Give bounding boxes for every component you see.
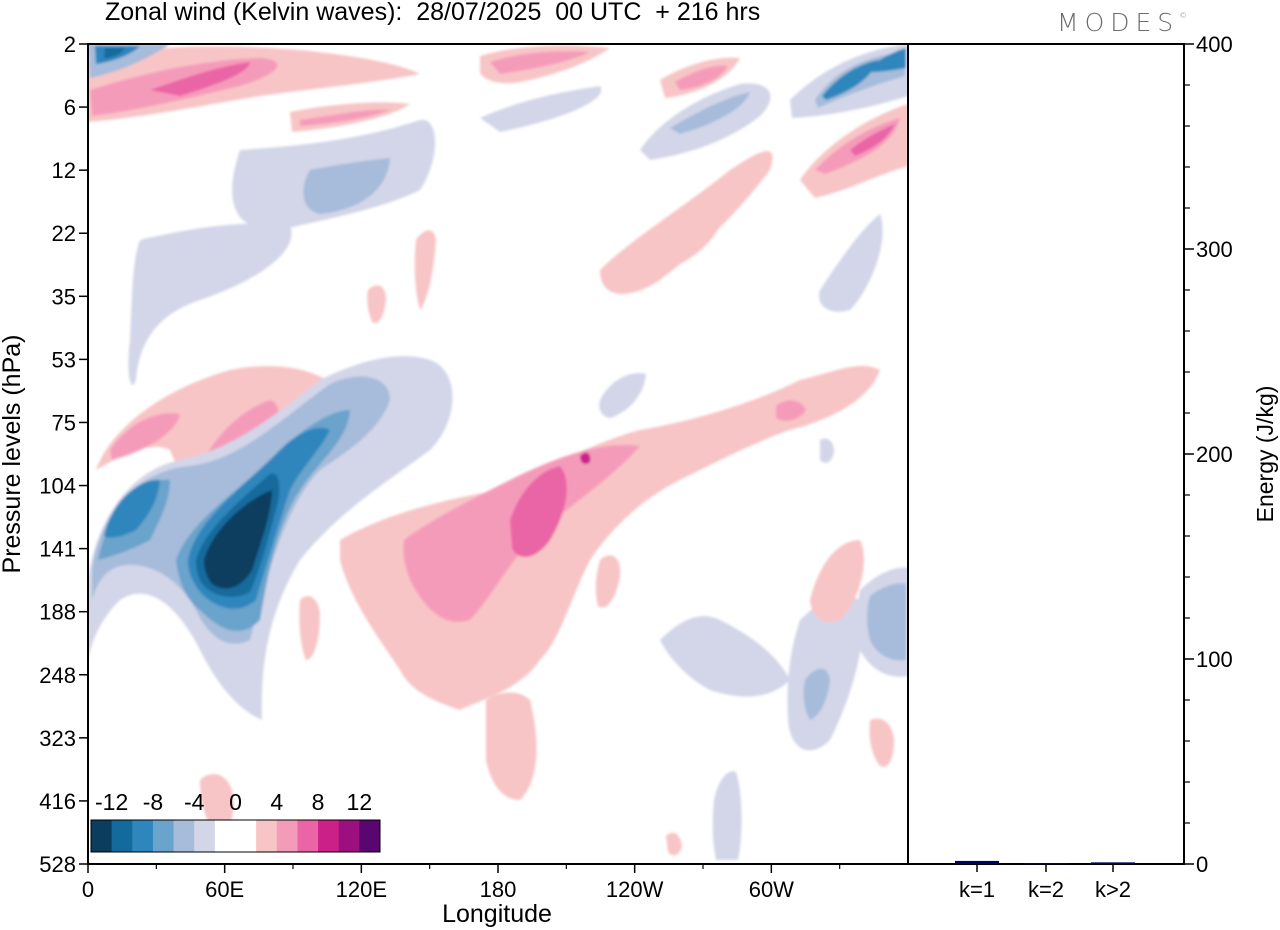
energy-tick-label: 100 bbox=[1196, 647, 1233, 672]
colorbar-swatch bbox=[173, 820, 195, 852]
colorbar-tick-label: 0 bbox=[229, 789, 242, 815]
y-tick-label: 53 bbox=[52, 347, 76, 372]
energy-frame bbox=[907, 43, 1185, 865]
colorbar-swatch bbox=[235, 820, 257, 852]
x-tick-label: 120E bbox=[336, 877, 387, 902]
colorbar-tick-label: 8 bbox=[312, 789, 325, 815]
energy-category-label: k=1 bbox=[959, 877, 995, 902]
y-tick-label: 248 bbox=[39, 663, 76, 688]
colorbar-frame bbox=[90, 819, 381, 853]
x-tick-label: 60W bbox=[749, 877, 794, 902]
y-tick-label: 12 bbox=[52, 158, 76, 183]
colorbar-labels: -12 -8 -4 0 4 8 12 bbox=[95, 789, 372, 815]
colorbar-tick-label: -4 bbox=[184, 789, 205, 815]
colorbar-swatch bbox=[91, 820, 113, 852]
chart-title: Zonal wind (Kelvin waves): 28/07/2025 00… bbox=[105, 0, 761, 26]
colorbar-tick-label: 4 bbox=[270, 789, 283, 815]
energy-tick-label: 200 bbox=[1196, 442, 1233, 467]
colorbar-swatch bbox=[276, 820, 298, 852]
energy-axis-label: Energy (J/kg) bbox=[1252, 386, 1278, 523]
energy-bar bbox=[1091, 862, 1135, 864]
y-tick-label: 75 bbox=[52, 410, 76, 435]
colorbar-swatch bbox=[214, 820, 236, 852]
y-tick-label: 416 bbox=[39, 789, 76, 814]
energy-category-label: k=2 bbox=[1028, 877, 1064, 902]
zonal-wind-field bbox=[88, 44, 908, 860]
y-tick-label: 188 bbox=[39, 600, 76, 625]
y-tick-label: 6 bbox=[64, 95, 76, 120]
colorbar-tick-label: -12 bbox=[95, 789, 128, 815]
y-tick-label: 323 bbox=[39, 726, 76, 751]
y-axis: 2 6 12 22 35 53 75 104 141 188 248 323 416 528 bbox=[39, 32, 88, 877]
energy-tick-label: 0 bbox=[1196, 852, 1208, 877]
colorbar-swatch bbox=[194, 820, 216, 852]
y-tick-label: 104 bbox=[39, 474, 76, 499]
x-axis-label: Longitude bbox=[442, 900, 552, 928]
colorbar-swatch bbox=[318, 820, 340, 852]
y-axis-label: Pressure levels (hPa) bbox=[0, 335, 26, 574]
x-tick-label: 120W bbox=[606, 877, 664, 902]
y-tick-label: 141 bbox=[39, 537, 76, 562]
energy-tick-label: 400 bbox=[1196, 32, 1233, 57]
brand-name: MODES bbox=[1057, 8, 1180, 37]
energy-axis: 0 100 200 300 400 bbox=[1184, 32, 1233, 877]
colorbar-tick-label: -8 bbox=[143, 789, 163, 815]
y-tick-label: 22 bbox=[52, 221, 76, 246]
x-tick-label: 180 bbox=[480, 877, 517, 902]
energy-bar bbox=[1024, 863, 1068, 865]
colorbar-swatch bbox=[297, 820, 319, 852]
x-tick-label: 0 bbox=[82, 877, 94, 902]
colorbar-swatch bbox=[359, 820, 381, 852]
brand-mark: © bbox=[1179, 11, 1188, 20]
energy-bars: k=1 k=2 k>2 bbox=[955, 860, 1135, 902]
energy-category-label: k>2 bbox=[1095, 877, 1131, 902]
colorbar-swatch bbox=[111, 820, 133, 852]
x-tick-label: 60E bbox=[205, 877, 244, 902]
colorbar-swatch bbox=[152, 820, 175, 852]
y-tick-label: 2 bbox=[64, 32, 76, 57]
colorbar-swatch bbox=[256, 820, 278, 852]
colorbar bbox=[90, 819, 381, 853]
y-tick-label: 35 bbox=[52, 284, 76, 309]
x-axis: 0 60E 120E 180 120W 60W bbox=[82, 864, 841, 902]
modes-logo: MODES© bbox=[1057, 8, 1187, 37]
energy-bar bbox=[955, 860, 999, 864]
colorbar-swatch bbox=[132, 820, 154, 852]
energy-tick-label: 300 bbox=[1196, 237, 1233, 262]
colorbar-swatch bbox=[338, 820, 360, 852]
colorbar-tick-label: 12 bbox=[347, 789, 373, 815]
y-tick-label: 528 bbox=[39, 852, 76, 877]
